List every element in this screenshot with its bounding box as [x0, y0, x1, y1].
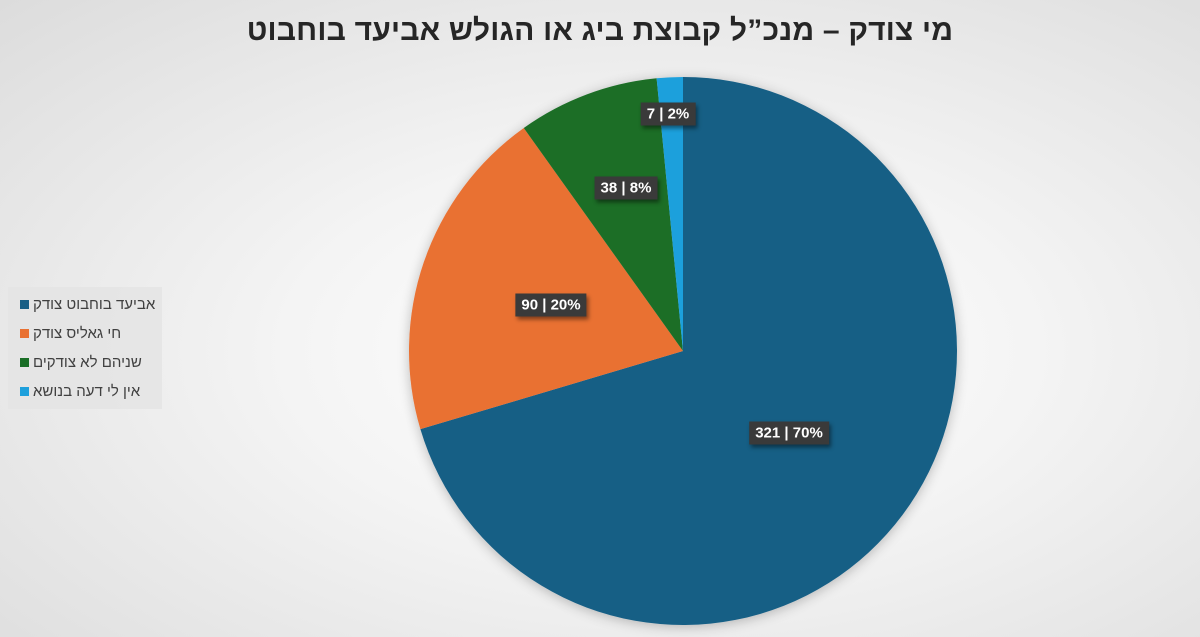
- chart-title: מי צודק – מנכ”ל קבוצת ביג או הגולש אביעד…: [246, 14, 954, 47]
- legend-label: חי גאליס צודק: [33, 324, 122, 342]
- chart-legend: אביעד בוחבוט צודק חי גאליס צודק שניהם לא…: [8, 287, 162, 409]
- legend-item-galis-right: חי גאליס צודק: [20, 323, 121, 343]
- pie-slice-neither: [523, 78, 683, 351]
- legend-swatch-icon: [20, 328, 29, 338]
- legend-swatch-icon: [20, 299, 29, 309]
- data-label-slice-galis: 90 | 20%: [515, 293, 587, 317]
- data-label-slice-bohbot: 321 | 70%: [749, 421, 829, 445]
- legend-item-neither-right: שניהם לא צודקים: [20, 352, 142, 372]
- legend-label: שניהם לא צודקים: [33, 353, 142, 371]
- data-label-slice-neither: 38 | 8%: [594, 176, 658, 200]
- legend-swatch-icon: [20, 357, 29, 367]
- legend-item-bohbot-right: אביעד בוחבוט צודק: [20, 294, 155, 314]
- legend-swatch-icon: [20, 386, 29, 396]
- data-label-slice-no-opinion: 7 | 2%: [640, 102, 696, 126]
- legend-label: אביעד בוחבוט צודק: [33, 295, 156, 313]
- legend-label: אין לי דעה בנושא: [33, 382, 141, 400]
- pie-slice-no-opinion: [656, 77, 683, 351]
- legend-item-no-opinion: אין לי דעה בנושא: [20, 381, 140, 401]
- pie-slice-galis: [409, 128, 683, 430]
- pie-slice-bohbot: [420, 77, 958, 625]
